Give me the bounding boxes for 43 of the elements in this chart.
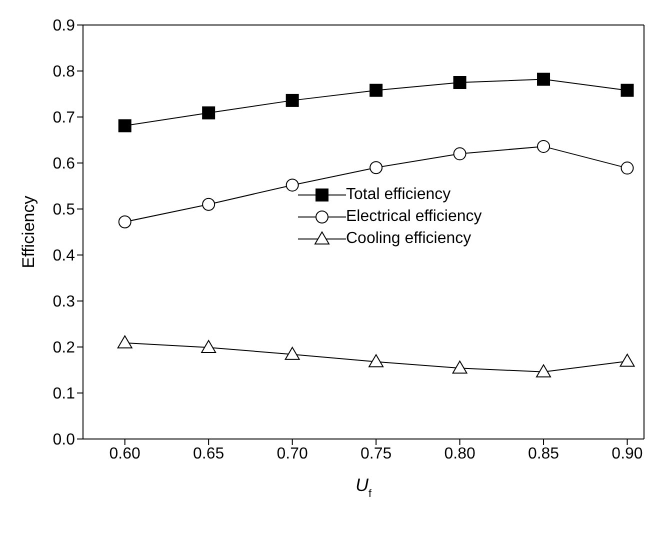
x-tick-label: 0.85 (528, 445, 560, 462)
x-tick-label: 0.75 (360, 445, 392, 462)
point (453, 76, 466, 89)
x-tick-label: 0.80 (444, 445, 476, 462)
y-tick-label: 0.9 (52, 18, 76, 35)
y-tick-label: 0.6 (52, 156, 76, 173)
x-tick-label: 0.65 (193, 445, 224, 462)
point (368, 354, 384, 368)
point (201, 340, 216, 353)
point (536, 364, 552, 378)
y-tick-label: 0.1 (52, 386, 76, 403)
point (118, 119, 132, 132)
legend-label: Cooling efficiency (346, 230, 472, 248)
point (284, 346, 300, 360)
point (202, 198, 216, 211)
y-tick-label: 0.5 (52, 202, 76, 219)
x-tick-label: 0.90 (612, 445, 643, 462)
y-tick-label: 0.2 (52, 340, 76, 357)
point (370, 84, 383, 97)
y-tick-label: 0.0 (52, 432, 76, 449)
point (620, 162, 634, 175)
legend-label: Total efficiency (346, 186, 451, 204)
point (202, 106, 216, 120)
point (453, 147, 466, 160)
point (537, 140, 550, 153)
y-axis-title: Efficiency (19, 195, 38, 268)
point (452, 360, 468, 374)
point (286, 94, 299, 107)
point (117, 335, 132, 348)
point (620, 84, 634, 97)
point (620, 354, 635, 367)
x-tick-label: 0.70 (276, 445, 308, 462)
point (286, 178, 299, 192)
y-tick-label: 0.7 (52, 110, 76, 127)
x-tick-label: 0.60 (109, 445, 141, 462)
point (370, 161, 383, 174)
y-tick-label: 0.8 (52, 64, 76, 81)
x-axis-title: U$_{f}$ (356, 475, 372, 500)
legend-label: Electrical efficiency (346, 208, 482, 226)
y-tick-label: 0.4 (52, 248, 76, 265)
point (537, 72, 550, 86)
point (118, 215, 132, 228)
y-tick-label: 0.3 (52, 294, 76, 311)
